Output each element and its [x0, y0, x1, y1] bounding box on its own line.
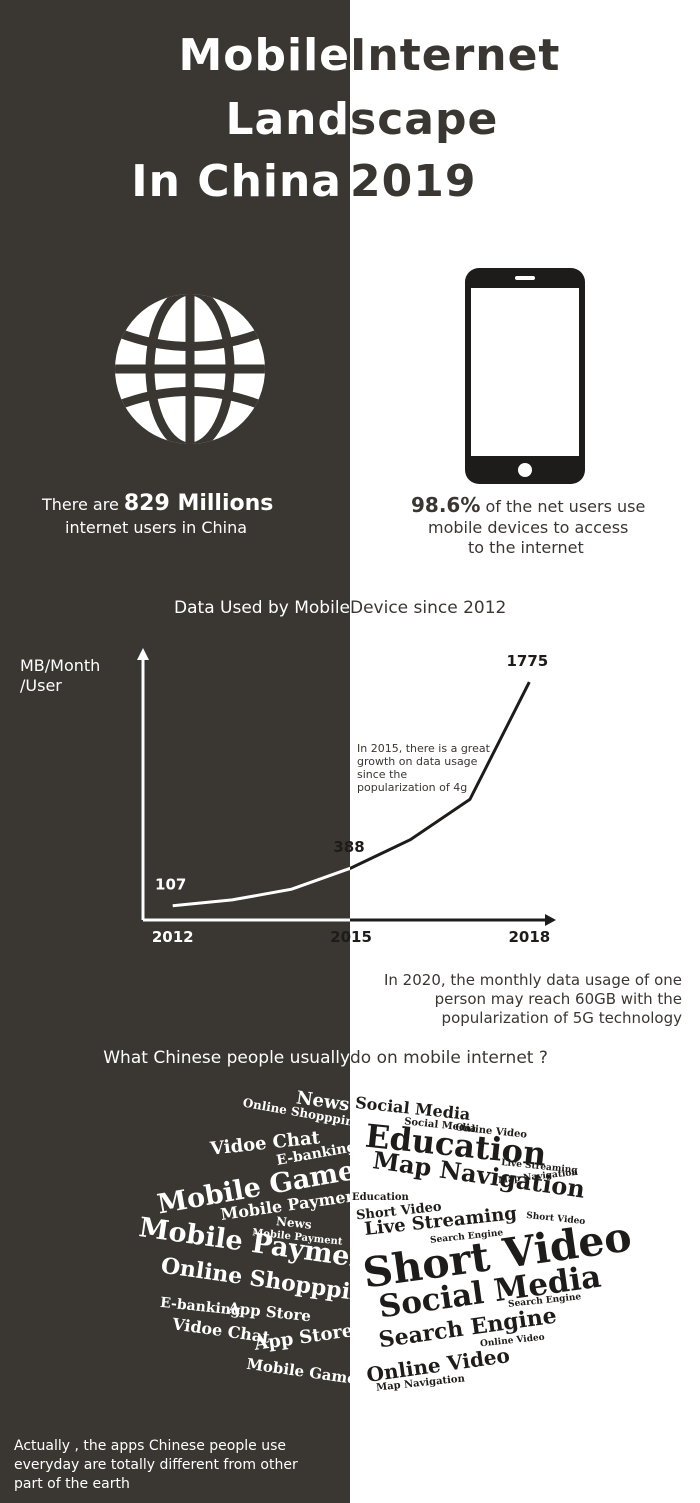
stat-suffix: of the net users use	[480, 497, 646, 516]
stat-highlight: 829 Millions	[123, 491, 274, 516]
title-word: 2019	[350, 156, 477, 207]
x-axis-arrow-icon	[545, 914, 556, 926]
stat-mobile-line-3: to the internet	[468, 538, 584, 557]
question-left: What Chinese people usually	[103, 1048, 350, 1068]
x-tick-label: 2018	[508, 928, 550, 946]
footer-line: everyday are totally different from othe…	[14, 1457, 298, 1473]
x-tick-label: 2012	[152, 928, 194, 946]
title-word: Land	[225, 94, 350, 145]
footer-line: part of the earth	[14, 1476, 130, 1492]
annotation-line: since the	[357, 768, 408, 781]
data-point-label: 388	[333, 838, 364, 856]
annotation-line: popularization of 4g	[357, 781, 468, 794]
y-axis-arrow-icon	[137, 648, 149, 660]
stat-users-line-1: There are 829 Millions	[42, 493, 273, 515]
stat-highlight: 98.6%	[411, 493, 481, 517]
data-point-label: 107	[155, 876, 186, 894]
series-line-left	[172, 866, 350, 908]
data-point-label: 1775	[506, 652, 548, 670]
chart-annotation: In 2015, there is a great growth on data…	[357, 742, 490, 794]
series-line-right	[350, 681, 531, 870]
left-dark-panel	[0, 0, 350, 1503]
note-2020: In 2020, the monthly data usage of one p…	[384, 971, 682, 1028]
x-tick-label: 2015	[330, 928, 372, 946]
title-word: Mobile	[178, 30, 350, 81]
chart-title-left: Data Used by Mobile	[174, 598, 350, 618]
title-line-3: In China 2019	[0, 156, 700, 208]
question-heading: What Chinese people usually do on mobile…	[0, 1048, 700, 1068]
annotation-line: growth on data usage	[357, 755, 478, 768]
footer-note: Actually , the apps Chinese people use e…	[14, 1437, 298, 1494]
note-line: In 2020, the monthly data usage of one	[383, 971, 682, 989]
chart-title-right: Device since 2012	[350, 598, 507, 618]
word-cloud-right: Social Media Social Media Online Video E…	[0, 1085, 700, 1415]
y-axis-label-line-1: MB/Month	[20, 656, 101, 675]
title-word: Internet	[350, 30, 561, 81]
footer-line: Actually , the apps Chinese people use	[14, 1438, 286, 1454]
chart-title: Data Used by Mobile Device since 2012	[0, 598, 700, 618]
title-line-1: Mobile Internet	[0, 30, 700, 82]
annotation-line: In 2015, there is a great	[357, 742, 490, 755]
cloud-word: Education	[352, 1192, 409, 1203]
phone-icon	[465, 268, 585, 484]
note-line: popularization of 5G technology	[441, 1009, 682, 1027]
stat-users-line-2: internet users in China	[65, 518, 248, 537]
title-word: scape	[350, 94, 499, 145]
note-line: person may reach 60GB with the	[434, 990, 682, 1008]
line-chart: 2012 2015 2018 107 388 1775	[137, 648, 556, 946]
stat-prefix: There are	[42, 495, 124, 514]
title-line-2: Land scape	[0, 94, 700, 146]
title-word: In China	[131, 156, 342, 207]
globe-icon	[115, 294, 265, 444]
y-axis-label-line-2: /User	[20, 676, 62, 695]
stat-mobile-line-2: mobile devices to access	[428, 518, 629, 537]
question-right: do on mobile internet ?	[350, 1048, 548, 1068]
stat-mobile-line-1: 98.6% of the net users use	[411, 495, 645, 515]
